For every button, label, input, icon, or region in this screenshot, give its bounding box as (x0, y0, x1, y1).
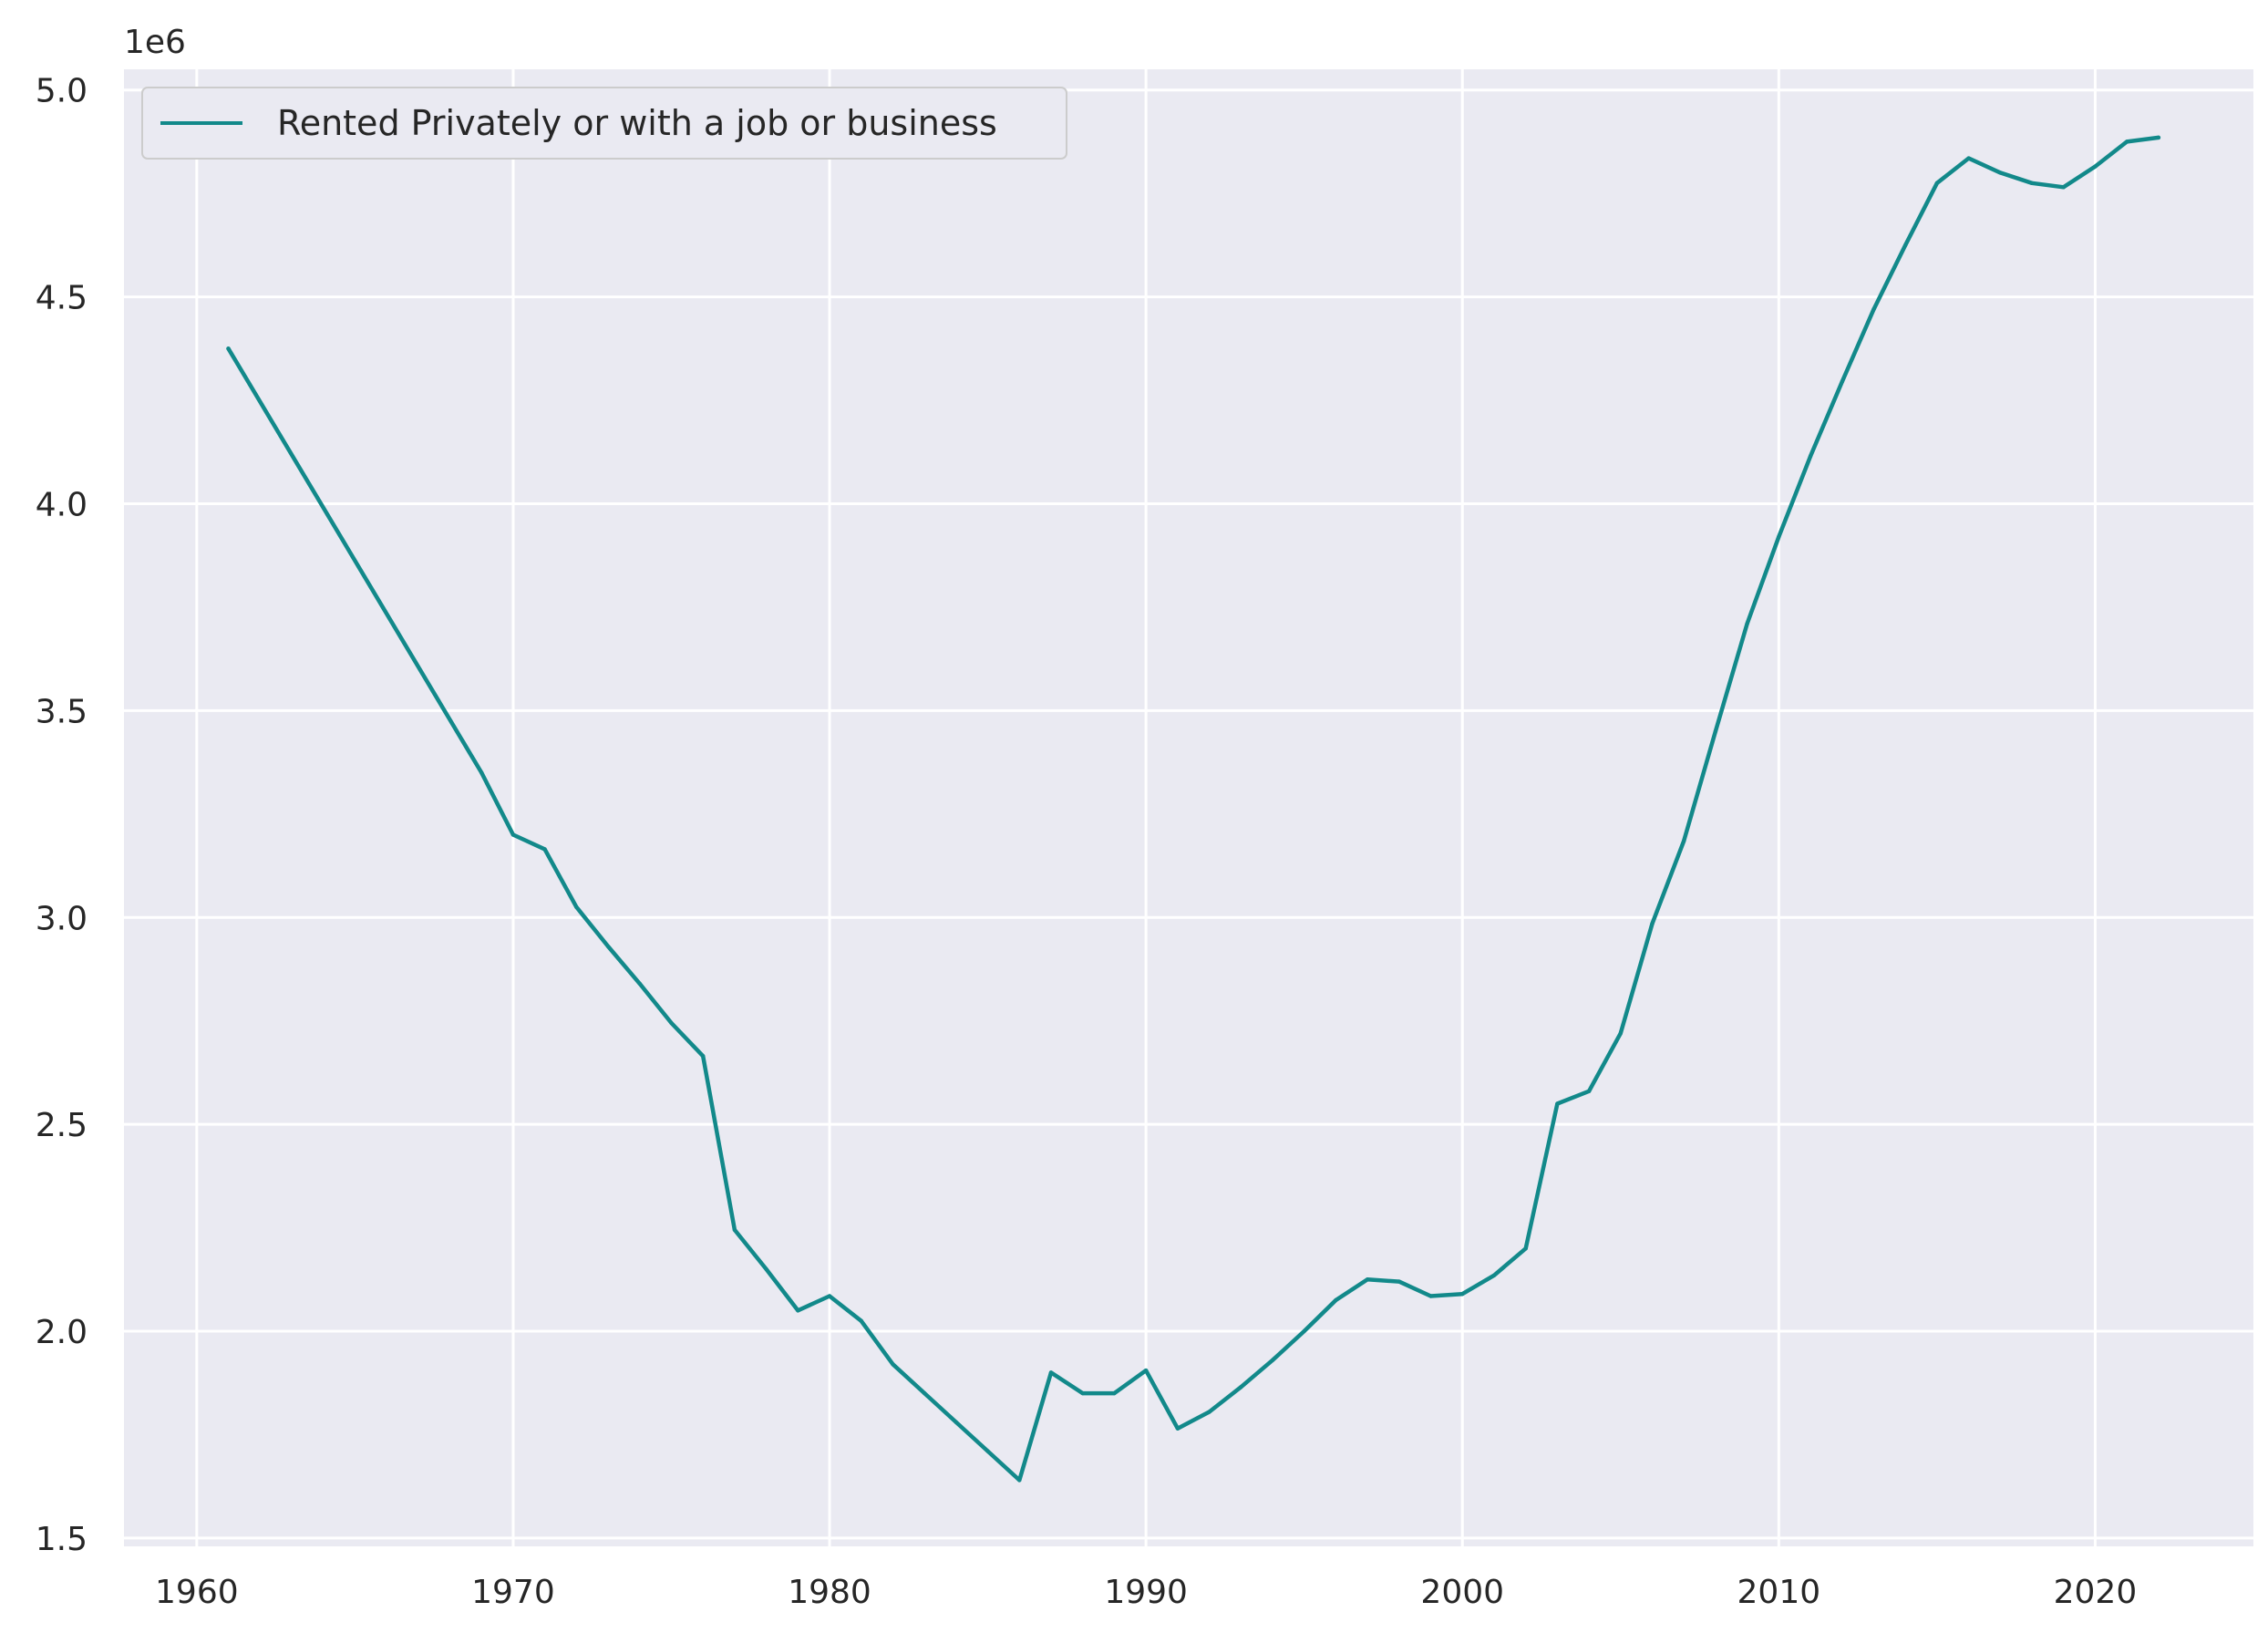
data-point (954, 1420, 959, 1425)
data-point (923, 1390, 927, 1396)
data-point (1460, 1292, 1465, 1297)
data-point (1555, 1101, 1560, 1106)
x-tick-label: 2020 (2054, 1574, 2138, 1611)
data-point (1777, 534, 1781, 539)
data-point (669, 1020, 674, 1026)
data-point (1903, 243, 1908, 248)
data-point (764, 1266, 768, 1272)
data-point (574, 904, 579, 910)
data-point (479, 770, 484, 775)
data-point (1143, 1368, 1149, 1373)
data-point (1618, 1031, 1624, 1036)
plot-area (124, 69, 2253, 1546)
data-point (1080, 1390, 1085, 1396)
y-tick-label: 2.0 (36, 1314, 88, 1351)
y-offset-label: 1e6 (124, 24, 186, 61)
data-point (637, 981, 642, 987)
y-tick-label: 3.0 (36, 900, 88, 937)
data-point (1112, 1390, 1117, 1396)
data-point (1650, 921, 1655, 926)
data-point (1840, 379, 1845, 384)
data-point (891, 1362, 895, 1367)
data-point (1586, 1089, 1592, 1094)
data-point (1365, 1277, 1370, 1282)
data-point (510, 832, 516, 837)
axis-ticks: 1960 1970 1980 1990 2000 2010 2020 1.5 2.0 2.5 3.0… (36, 73, 2138, 1611)
data-point (1934, 181, 1940, 185)
data-point (1808, 454, 1813, 459)
data-point (732, 1227, 737, 1233)
grid (124, 69, 2253, 1546)
data-point (2156, 135, 2161, 140)
x-tick-label: 2010 (1737, 1574, 1821, 1611)
legend: Rented Privately or with a job or busine… (141, 87, 1067, 160)
data-point (1334, 1297, 1338, 1303)
data-point (1491, 1273, 1497, 1278)
y-tick-label: 4.5 (36, 280, 88, 317)
data-point (1048, 1370, 1054, 1375)
data-point (2093, 164, 2098, 169)
data-point (2125, 140, 2129, 144)
legend-box (141, 87, 1067, 160)
data-point (1428, 1294, 1433, 1298)
data-point (1207, 1410, 1211, 1414)
data-point (796, 1308, 800, 1313)
data-point (1998, 170, 2003, 175)
x-tick-label: 1960 (155, 1574, 239, 1611)
data-point (985, 1449, 990, 1453)
data-point (1745, 621, 1749, 626)
x-tick-label: 1990 (1104, 1574, 1188, 1611)
data-point (827, 1294, 832, 1298)
data-point (605, 944, 611, 949)
data-point (1239, 1385, 1243, 1390)
y-tick-label: 3.5 (36, 693, 88, 730)
data-point (1270, 1358, 1275, 1363)
data-point (1523, 1246, 1528, 1251)
data-point (1302, 1328, 1306, 1334)
data-point (1682, 839, 1686, 843)
data-point (859, 1318, 863, 1323)
x-tick-label: 2000 (1420, 1574, 1504, 1611)
data-point (1966, 156, 1971, 160)
data-point (701, 1054, 706, 1059)
data-point (542, 847, 547, 852)
data-point (226, 346, 231, 351)
data-point (1871, 307, 1876, 312)
data-point (1175, 1426, 1180, 1431)
legend-label: Rented Privately or with a job or busine… (277, 103, 997, 143)
series (226, 135, 2161, 1483)
y-tick-label: 1.5 (36, 1521, 88, 1558)
data-point (1017, 1478, 1022, 1483)
y-tick-label: 5.0 (36, 73, 88, 110)
data-point (2029, 181, 2035, 185)
data-point (1397, 1279, 1402, 1284)
data-point (1713, 728, 1718, 734)
x-tick-label: 1980 (788, 1574, 871, 1611)
y-tick-label: 4.0 (36, 486, 88, 523)
x-tick-label: 1970 (471, 1574, 555, 1611)
data-point (2061, 185, 2066, 190)
y-tick-label: 2.5 (36, 1107, 88, 1144)
